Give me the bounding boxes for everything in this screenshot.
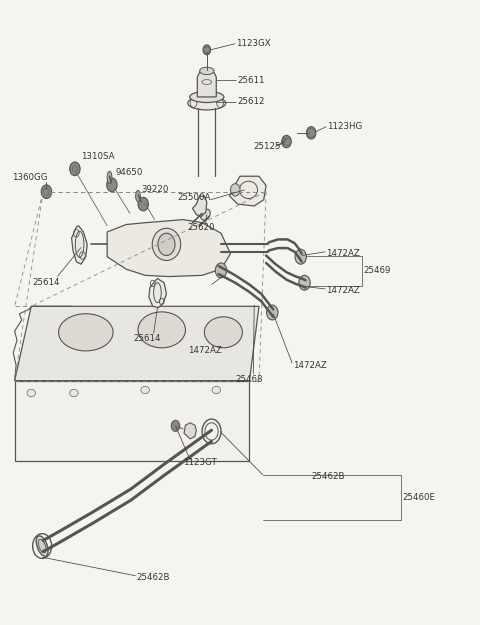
Circle shape	[70, 162, 80, 176]
Text: 1472AZ: 1472AZ	[326, 286, 360, 295]
Ellipse shape	[38, 539, 46, 552]
Circle shape	[299, 276, 310, 290]
Text: 1123GT: 1123GT	[183, 458, 217, 467]
Circle shape	[282, 136, 291, 148]
Ellipse shape	[138, 312, 185, 348]
Circle shape	[158, 233, 175, 256]
Text: 25462B: 25462B	[137, 573, 170, 582]
Ellipse shape	[27, 389, 36, 397]
Circle shape	[171, 420, 180, 431]
Polygon shape	[14, 381, 250, 461]
Circle shape	[216, 263, 227, 278]
Ellipse shape	[152, 228, 180, 261]
Text: 1472AZ: 1472AZ	[188, 346, 222, 356]
Polygon shape	[107, 219, 230, 277]
Ellipse shape	[212, 386, 220, 394]
Text: 1310SA: 1310SA	[81, 152, 114, 161]
Polygon shape	[72, 226, 87, 264]
Polygon shape	[229, 176, 266, 206]
Text: 1472AZ: 1472AZ	[293, 361, 327, 369]
Circle shape	[41, 185, 52, 199]
Ellipse shape	[36, 536, 48, 556]
Text: 25469: 25469	[363, 266, 391, 276]
Text: 1472AZ: 1472AZ	[326, 249, 360, 258]
Polygon shape	[184, 422, 196, 439]
Text: 25125: 25125	[253, 142, 281, 151]
Text: 25500A: 25500A	[177, 193, 211, 202]
Ellipse shape	[136, 191, 140, 202]
Ellipse shape	[190, 91, 224, 103]
Ellipse shape	[188, 96, 226, 110]
Text: 39220: 39220	[141, 186, 168, 194]
Ellipse shape	[59, 314, 113, 351]
Text: 25612: 25612	[237, 98, 264, 106]
Text: 1123HG: 1123HG	[327, 122, 362, 131]
Text: 1123GX: 1123GX	[236, 39, 271, 48]
Circle shape	[203, 45, 211, 55]
Text: 25462B: 25462B	[311, 472, 345, 481]
Polygon shape	[149, 278, 167, 308]
Ellipse shape	[70, 389, 78, 397]
Circle shape	[266, 305, 278, 320]
Text: 25620: 25620	[188, 223, 216, 232]
Text: 25614: 25614	[134, 334, 161, 343]
Ellipse shape	[107, 171, 112, 184]
Text: 25614: 25614	[32, 278, 60, 288]
Ellipse shape	[200, 68, 214, 74]
Text: 1360GG: 1360GG	[12, 173, 48, 182]
Circle shape	[230, 184, 240, 196]
Ellipse shape	[141, 386, 149, 394]
Text: 25468: 25468	[235, 375, 263, 384]
Circle shape	[295, 249, 306, 264]
Polygon shape	[14, 306, 259, 381]
Ellipse shape	[201, 209, 210, 220]
Text: 94650: 94650	[116, 168, 143, 177]
Text: 25611: 25611	[237, 76, 264, 85]
Circle shape	[138, 198, 148, 211]
Circle shape	[306, 127, 316, 139]
Circle shape	[107, 178, 117, 192]
Polygon shape	[197, 69, 216, 97]
Polygon shape	[192, 196, 207, 216]
Text: 25460E: 25460E	[402, 492, 435, 502]
Ellipse shape	[204, 317, 242, 348]
